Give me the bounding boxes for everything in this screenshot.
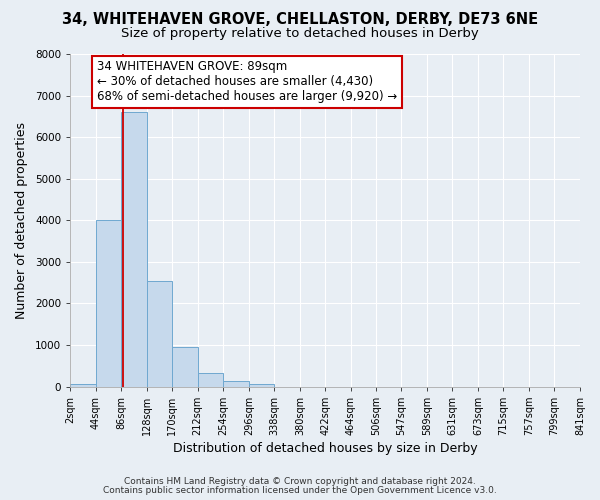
Bar [95, 220, 121, 386]
Y-axis label: Number of detached properties: Number of detached properties [15, 122, 28, 319]
Bar [249, 384, 274, 386]
Text: 34, WHITEHAVEN GROVE, CHELLASTON, DERBY, DE73 6NE: 34, WHITEHAVEN GROVE, CHELLASTON, DERBY,… [62, 12, 538, 28]
Bar [198, 373, 223, 386]
Bar [121, 112, 146, 386]
Bar [223, 382, 249, 386]
Text: 34 WHITEHAVEN GROVE: 89sqm
← 30% of detached houses are smaller (4,430)
68% of s: 34 WHITEHAVEN GROVE: 89sqm ← 30% of deta… [97, 60, 397, 103]
Bar [146, 280, 172, 386]
Text: Size of property relative to detached houses in Derby: Size of property relative to detached ho… [121, 28, 479, 40]
X-axis label: Distribution of detached houses by size in Derby: Distribution of detached houses by size … [173, 442, 478, 455]
Bar [172, 347, 198, 387]
Bar [70, 384, 95, 386]
Text: Contains HM Land Registry data © Crown copyright and database right 2024.: Contains HM Land Registry data © Crown c… [124, 477, 476, 486]
Text: Contains public sector information licensed under the Open Government Licence v3: Contains public sector information licen… [103, 486, 497, 495]
